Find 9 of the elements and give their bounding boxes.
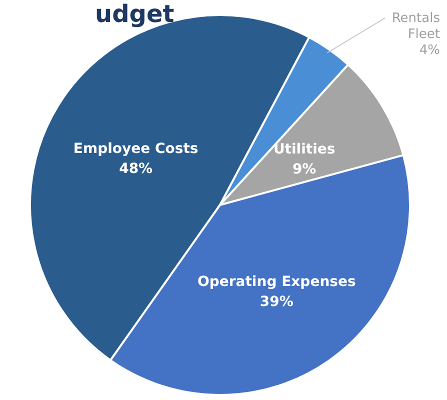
data-label: 39%: [260, 294, 294, 310]
slice-label: Utilities: [273, 142, 336, 158]
chart-title: udget: [95, 0, 174, 28]
data-label: 9%: [292, 162, 316, 178]
slice-label: Operating Expenses: [197, 274, 356, 290]
data-label: 48%: [119, 161, 153, 178]
slice-label: Employee Costs: [73, 141, 198, 158]
slice-label: Rentals Fleet: [392, 11, 440, 42]
data-label: 4%: [419, 43, 440, 58]
